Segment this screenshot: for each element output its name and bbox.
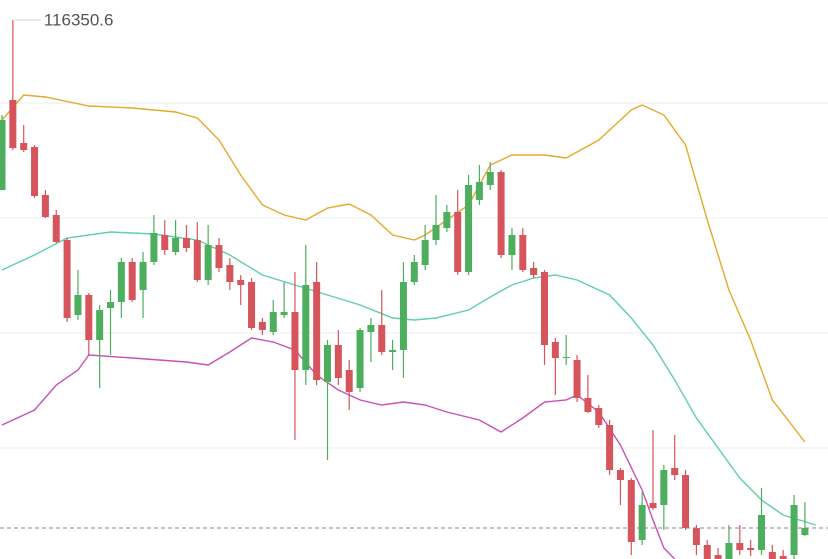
candle-body (258, 322, 266, 330)
candle-body (541, 272, 548, 345)
candle-body (85, 295, 93, 340)
candle-body (758, 515, 765, 550)
candle-body (779, 556, 787, 559)
candle-body (768, 552, 776, 559)
candle-body (714, 555, 722, 559)
candle-body (703, 545, 711, 559)
candle-body (410, 262, 418, 282)
candle-body (0, 120, 6, 190)
candle-body (671, 468, 679, 475)
candle-body (52, 215, 60, 242)
candle-body (291, 312, 299, 370)
candle-body (345, 370, 353, 392)
candle-body (31, 147, 39, 196)
candle-body (486, 172, 494, 185)
candle-body (475, 182, 483, 200)
candle-body (128, 262, 136, 300)
band-line (1, 94, 806, 443)
band-line (1, 231, 817, 526)
candle-body (616, 470, 624, 480)
candle-body (41, 195, 49, 217)
candle-body (530, 268, 538, 275)
max-label: 116350.6 (44, 10, 114, 29)
candle-body (313, 282, 321, 380)
candle-body (454, 212, 462, 272)
candle-body (497, 172, 505, 255)
candle-body (150, 233, 158, 262)
candle-body (725, 543, 733, 559)
candle-body (638, 505, 646, 540)
candle-body (172, 238, 180, 252)
candle-body (20, 143, 28, 150)
candle-body (74, 295, 82, 315)
candle-body (660, 470, 668, 505)
candle-body (443, 212, 451, 228)
candle-body (63, 240, 71, 318)
candle-body (573, 360, 581, 398)
candle-body (692, 528, 700, 545)
candle-body (421, 240, 429, 265)
candle-body (584, 398, 592, 412)
candle-body (237, 280, 245, 285)
candle-body (519, 235, 527, 270)
candle-body (280, 312, 288, 315)
candle-body (736, 543, 744, 550)
candle-body (204, 245, 212, 280)
candle-body (324, 345, 331, 382)
candle-body (508, 235, 516, 255)
candle-body (465, 185, 473, 272)
candle-body (193, 240, 201, 280)
candle-body (226, 265, 234, 282)
candle-body (96, 310, 104, 340)
candle-body (302, 285, 310, 370)
candle-body (790, 505, 798, 555)
candle-body (248, 282, 256, 328)
candle-body (139, 262, 147, 290)
candle-body (215, 245, 223, 268)
candle-body (334, 345, 342, 378)
candle-body (378, 325, 386, 352)
candle-body (356, 330, 364, 388)
candle-body (107, 302, 114, 308)
candle-body (551, 342, 559, 358)
candle-body (649, 503, 657, 508)
candle-body (269, 312, 277, 332)
candle-body (432, 225, 440, 240)
candle-body (682, 475, 690, 528)
candle-body (9, 100, 17, 148)
candle-body (367, 325, 375, 332)
candle-body (117, 262, 125, 302)
plot-area: 116350.6 (0, 10, 828, 559)
candle-body (399, 282, 407, 350)
candle-body (562, 357, 570, 358)
candle-body (606, 425, 614, 470)
candle-body (747, 548, 755, 550)
candle-body (161, 235, 169, 250)
candle-body (182, 238, 190, 248)
candle-body (627, 480, 635, 542)
candle-body (389, 350, 397, 352)
candle-body (595, 408, 603, 425)
candle-body (801, 528, 809, 535)
